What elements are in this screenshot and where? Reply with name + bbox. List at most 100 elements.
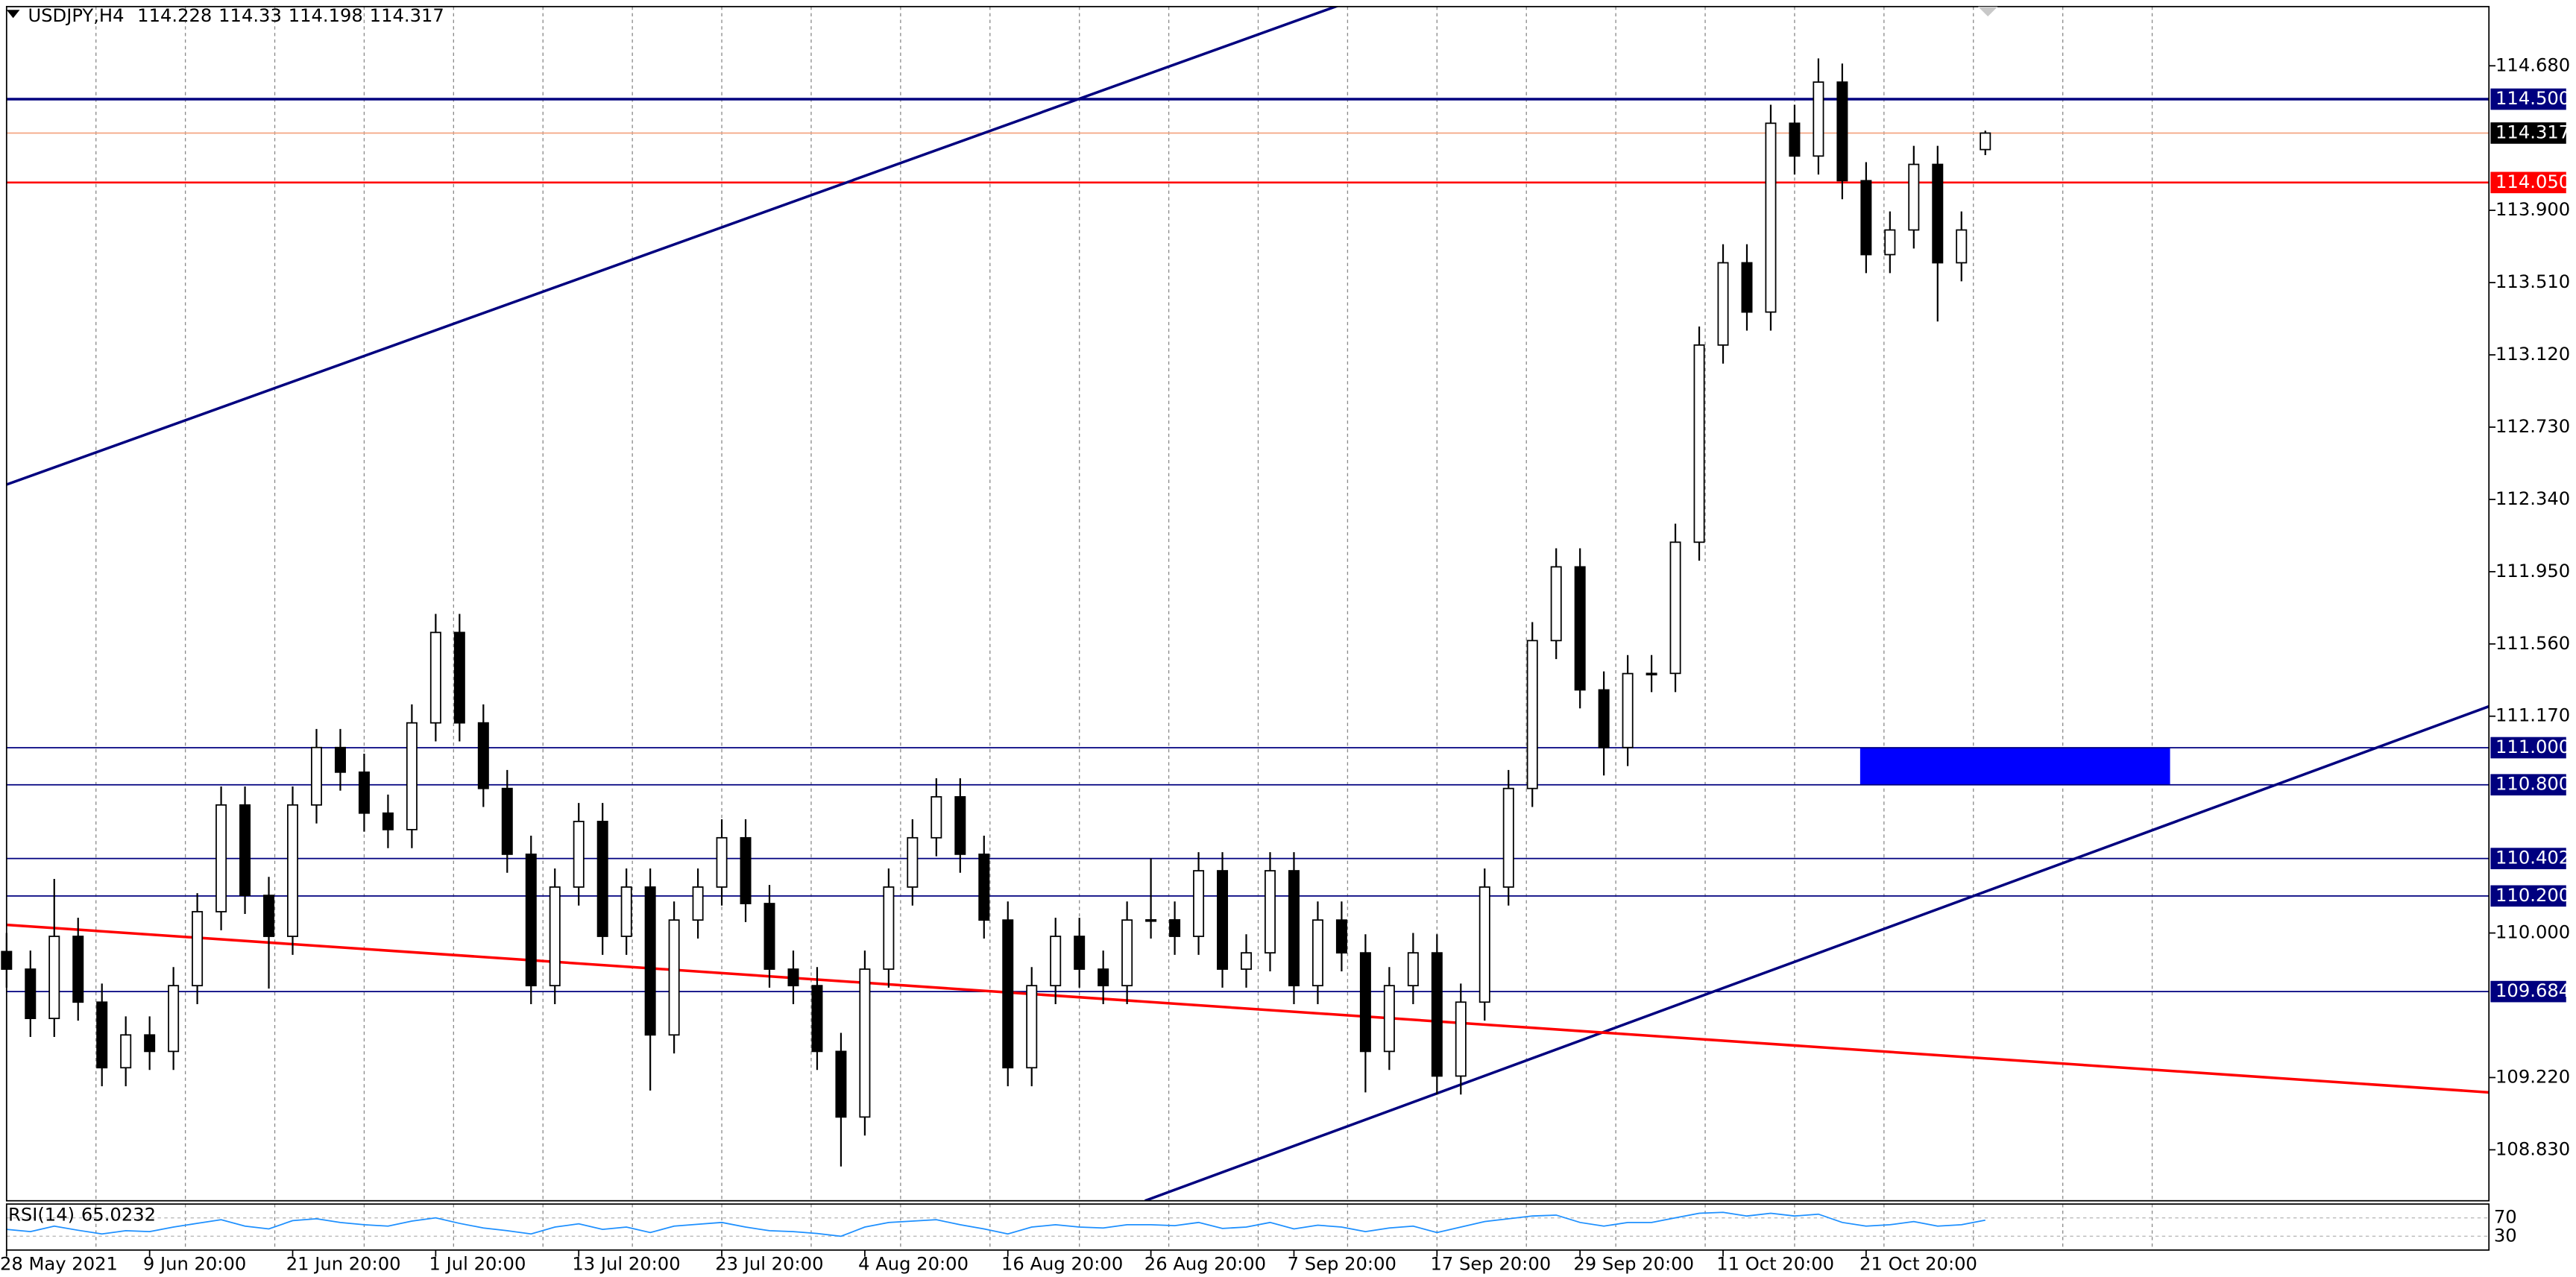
candle-body (1050, 936, 1062, 987)
candle-body (48, 936, 60, 1020)
candle-body (310, 746, 322, 806)
candle-body (930, 795, 942, 839)
trendline (6, 6, 1340, 486)
candle-body (1407, 952, 1419, 987)
candle-body (1908, 163, 1920, 231)
rsi-header: RSI(14) 65.0232 (8, 1205, 156, 1226)
drawings-layer (6, 6, 2490, 1237)
candle-body (1026, 985, 1038, 1069)
candle-body (168, 985, 180, 1053)
rsi-tick-label: 70 (2494, 1207, 2517, 1228)
y-tick-label: 108.830 (2495, 1138, 2570, 1159)
candle-body (120, 1034, 132, 1069)
x-tick-label: 17 Sep 20:00 (1431, 1254, 1552, 1275)
y-tick-label: 113.120 (2495, 344, 2570, 365)
level-label: 110.402 (2495, 848, 2570, 868)
candle-body (1765, 122, 1777, 313)
open-value: 114.228 (137, 5, 212, 26)
symbol: USDJPY,H4 (28, 5, 124, 26)
chart-header: USDJPY,H4 114.228 114.33 114.198 114.317 (28, 5, 444, 26)
candle-body (429, 631, 441, 724)
candle-body (1217, 870, 1229, 970)
candle-body (501, 787, 513, 855)
candle-body (573, 821, 585, 888)
candle-body (1288, 870, 1300, 987)
candle-body (954, 795, 966, 855)
x-tick-label: 23 Jul 20:00 (715, 1254, 823, 1275)
candle-body (1526, 640, 1538, 789)
level-label-bg (2490, 774, 2566, 796)
x-tick-label: 7 Sep 20:00 (1288, 1254, 1396, 1275)
y-tick-label: 110.000 (2495, 922, 2570, 943)
candle-body (835, 1050, 847, 1118)
candle-body (1241, 952, 1253, 970)
x-tick-label: 4 Aug 20:00 (858, 1254, 969, 1275)
candle-body (215, 804, 227, 912)
candle-body (883, 886, 895, 970)
x-tick-label: 1 Jul 20:00 (429, 1254, 526, 1275)
level-label: 114.500 (2495, 88, 2570, 109)
high-value: 114.33 (218, 5, 282, 26)
y-tick-label: 109.220 (2495, 1066, 2570, 1087)
shift-marker (1977, 6, 1998, 17)
x-tick-label: 28 May 2021 (0, 1254, 118, 1275)
candles-layer (1, 58, 1991, 1167)
candle-body (1359, 952, 1371, 1053)
rsi-name: RSI(14) (8, 1205, 75, 1226)
candle-body (1956, 229, 1968, 264)
menu-triangle[interactable] (6, 10, 20, 19)
candle-body (1335, 919, 1347, 954)
candle-body (859, 968, 871, 1118)
level-label: 114.050 (2495, 171, 2570, 192)
candle-body (692, 886, 704, 921)
x-tick-label: 13 Jul 20:00 (572, 1254, 680, 1275)
candle-body (1455, 1001, 1467, 1077)
candle-body (192, 911, 204, 987)
candle-body (978, 854, 990, 921)
zone (1859, 747, 2170, 785)
candle-body (1169, 919, 1181, 937)
candle-body (525, 854, 537, 987)
candle-body (1980, 132, 1991, 151)
candle-body (1932, 163, 1944, 264)
candle-body (1598, 689, 1610, 748)
candle-body (716, 836, 728, 888)
candle-body (787, 968, 799, 987)
x-tick-label: 21 Oct 20:00 (1859, 1254, 1977, 1275)
candle-body (1646, 672, 1657, 675)
rsi-frame (5, 1203, 2490, 1251)
candle-body (1478, 886, 1490, 1003)
candle-body (25, 968, 37, 1020)
candle-body (334, 746, 346, 773)
candle-body (1693, 344, 1705, 543)
y-tick-label: 111.950 (2495, 561, 2570, 581)
x-tick-label: 16 Aug 20:00 (1001, 1254, 1123, 1275)
candle-body (477, 722, 489, 789)
y-tick-label: 112.340 (2495, 488, 2570, 509)
candle-body (1860, 180, 1872, 256)
candle-body (549, 886, 561, 987)
candle-body (1574, 566, 1586, 691)
x-tick-label: 21 Jun 20:00 (286, 1254, 401, 1275)
y-tick-label: 111.170 (2495, 705, 2570, 726)
level-label: 110.200 (2495, 885, 2570, 906)
candle-body (740, 836, 752, 904)
candle-body (763, 903, 775, 970)
candle-body (358, 771, 370, 814)
candle-body (144, 1034, 156, 1053)
candle-body (1669, 541, 1681, 675)
x-tick-label: 11 Oct 20:00 (1716, 1254, 1834, 1275)
level-label: 111.000 (2495, 737, 2570, 757)
rsi-line (6, 1211, 1985, 1237)
candle-body (1193, 870, 1205, 937)
level-label-bg (2490, 885, 2566, 907)
level-label-bg (2490, 848, 2566, 869)
candle-body (1145, 919, 1157, 922)
candle-body (1098, 968, 1109, 987)
level-label-bg (2490, 122, 2566, 144)
x-tick-label: 29 Sep 20:00 (1573, 1254, 1694, 1275)
y-tick-label: 112.730 (2495, 416, 2570, 437)
level-label-bg (2490, 737, 2566, 759)
